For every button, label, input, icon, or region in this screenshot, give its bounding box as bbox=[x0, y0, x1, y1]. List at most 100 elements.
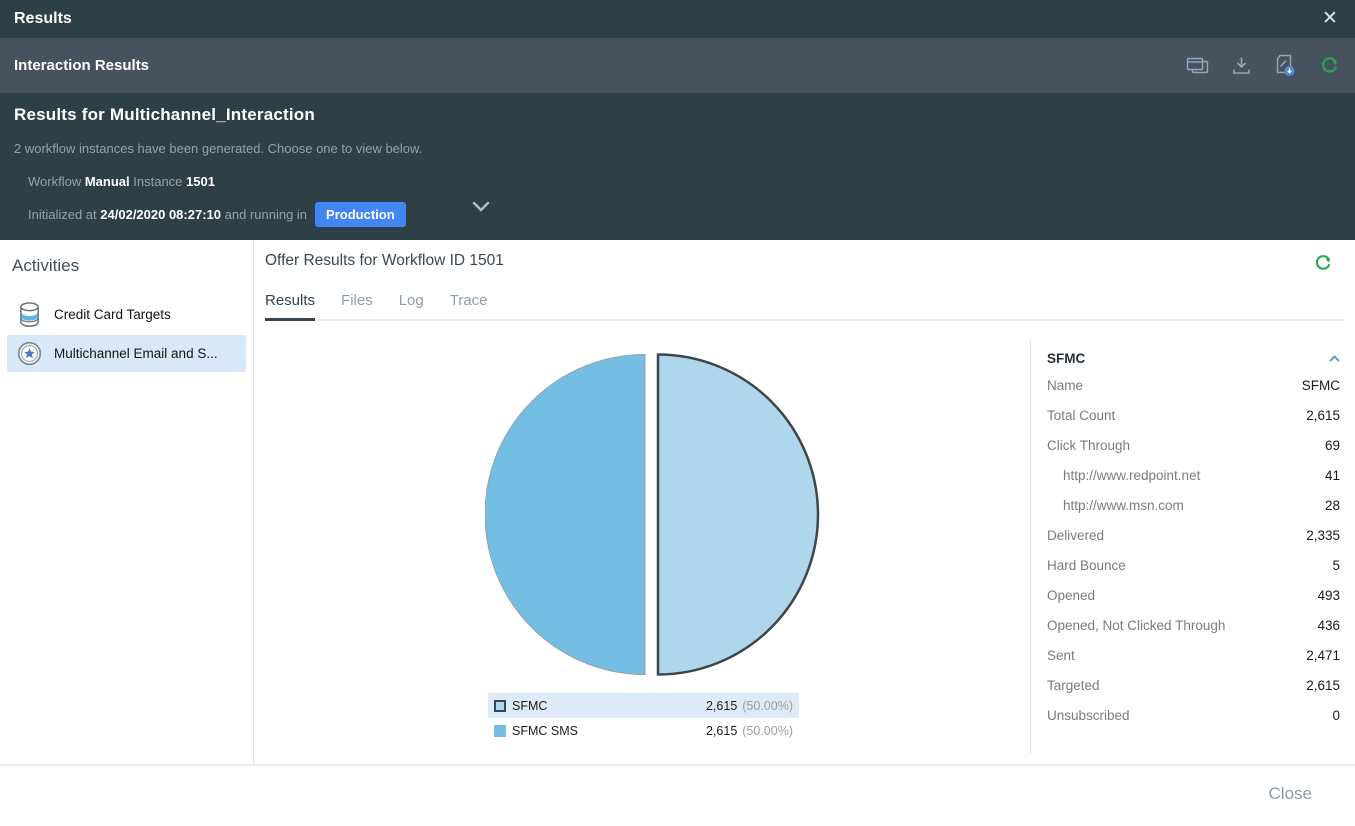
workflow-line: Workflow Manual Instance 1501 bbox=[28, 174, 1341, 189]
detail-row: Targeted 2,615 bbox=[1047, 670, 1340, 700]
export-report-icon[interactable] bbox=[1273, 54, 1297, 78]
close-button[interactable]: Close bbox=[1268, 784, 1312, 803]
detail-value: 2,615 bbox=[1306, 407, 1340, 423]
detail-value: 2,471 bbox=[1306, 647, 1340, 663]
detail-value: 69 bbox=[1324, 437, 1340, 453]
detail-row: Name SFMC bbox=[1047, 370, 1340, 400]
detail-value: 2,615 bbox=[1306, 677, 1340, 693]
detail-row: http://www.msn.com 28 bbox=[1047, 490, 1340, 520]
chevron-down-icon[interactable] bbox=[472, 199, 490, 217]
pie-chart bbox=[484, 351, 822, 678]
download-icon[interactable] bbox=[1229, 54, 1253, 78]
detail-row: Sent 2,471 bbox=[1047, 640, 1340, 670]
legend-percent: (50.00%) bbox=[742, 698, 793, 713]
legend-row-sfmc-sms[interactable]: SFMC SMS 2,615 (50.00%) bbox=[488, 718, 799, 743]
workflow-instance-block: Workflow Manual Instance 1501 Initialize… bbox=[28, 174, 1341, 227]
detail-label: Hard Bounce bbox=[1047, 557, 1126, 573]
sidebar-item-label: Credit Card Targets bbox=[54, 307, 171, 322]
initialized-line: Initialized at 24/02/2020 08:27:10 and r… bbox=[28, 202, 1341, 227]
detail-row: Opened 493 bbox=[1047, 580, 1340, 610]
legend-swatch bbox=[494, 699, 506, 712]
workflow-label: Workflow bbox=[28, 174, 82, 189]
results-tabs: Results Files Log Trace bbox=[265, 292, 1345, 321]
toolbar-icons bbox=[1185, 38, 1341, 93]
chevron-up-icon[interactable] bbox=[1329, 354, 1340, 362]
legend-label: SFMC SMS bbox=[512, 723, 578, 738]
detail-row: http://www.redpoint.net 41 bbox=[1047, 460, 1340, 490]
detail-value: 28 bbox=[1324, 497, 1340, 513]
offer-results-title: Offer Results for Workflow ID 1501 bbox=[265, 252, 504, 269]
running-label: and running in bbox=[224, 207, 308, 222]
close-icon[interactable]: ✕ bbox=[1322, 8, 1338, 29]
detail-label: Total Count bbox=[1047, 407, 1116, 423]
database-icon bbox=[16, 301, 42, 328]
detail-label: Targeted bbox=[1047, 677, 1100, 693]
detail-value: 493 bbox=[1317, 587, 1340, 603]
tab-results[interactable]: Results bbox=[265, 292, 316, 321]
dialog-footer: Close bbox=[0, 764, 1355, 826]
instances-subtitle: 2 workflow instances have been generated… bbox=[14, 141, 423, 156]
sidebar-item-label: Multichannel Email and S... bbox=[54, 346, 218, 361]
legend-row-sfmc[interactable]: SFMC 2,615 (50.00%) bbox=[488, 693, 799, 718]
view-cards-icon[interactable] bbox=[1185, 54, 1209, 78]
detail-label: Unsubscribed bbox=[1047, 707, 1130, 723]
dialog-title: Results bbox=[14, 10, 72, 27]
detail-row: Unsubscribed 0 bbox=[1047, 700, 1340, 730]
activity-list: Credit Card Targets Multichannel Email an… bbox=[0, 296, 253, 372]
tab-log[interactable]: Log bbox=[398, 292, 424, 309]
detail-value: 41 bbox=[1324, 467, 1340, 483]
pie-slice-sfmc[interactable] bbox=[656, 353, 820, 676]
detail-label: Sent bbox=[1047, 647, 1075, 663]
detail-row: Total Count 2,615 bbox=[1047, 400, 1340, 430]
detail-row: Click Through 69 bbox=[1047, 430, 1340, 460]
initialized-value: 24/02/2020 08:27:10 bbox=[100, 207, 221, 222]
detail-label: Opened, Not Clicked Through bbox=[1047, 617, 1226, 633]
instance-label: Instance bbox=[133, 174, 183, 189]
detail-value: 2,335 bbox=[1306, 527, 1340, 543]
tab-trace[interactable]: Trace bbox=[449, 292, 488, 309]
results-heading: Results for Multichannel_Interaction bbox=[14, 105, 315, 124]
refresh-results-icon[interactable] bbox=[1313, 253, 1333, 273]
detail-row: Delivered 2,335 bbox=[1047, 520, 1340, 550]
detail-label: Name bbox=[1047, 377, 1084, 393]
details-title: SFMC bbox=[1047, 350, 1086, 366]
refresh-icon[interactable] bbox=[1317, 54, 1341, 78]
dialog-titlebar: Results ✕ bbox=[0, 0, 1355, 38]
details-header: SFMC bbox=[1047, 346, 1340, 370]
legend-value: 2,615 bbox=[705, 698, 738, 713]
interaction-results-toolbar: Interaction Results bbox=[0, 38, 1355, 93]
production-badge: Production bbox=[315, 202, 406, 227]
sidebar-item-credit-card-targets[interactable]: Credit Card Targets bbox=[7, 296, 246, 333]
results-content: Activities Credit Card Targets Multichann… bbox=[0, 240, 1355, 764]
instance-value: 1501 bbox=[186, 174, 215, 189]
detail-value: 0 bbox=[1332, 707, 1340, 723]
target-star-icon bbox=[16, 341, 42, 366]
legend-percent: (50.00%) bbox=[742, 723, 793, 738]
legend-value: 2,615 bbox=[705, 723, 738, 738]
offer-details-panel: SFMC Name SFMC Total Count 2,615 Click Throu… bbox=[1030, 340, 1355, 755]
tab-files[interactable]: Files bbox=[341, 292, 373, 309]
sidebar-item-multichannel-email-and-s[interactable]: Multichannel Email and S... bbox=[7, 335, 246, 372]
detail-value: 5 bbox=[1332, 557, 1340, 573]
detail-label: http://www.redpoint.net bbox=[1063, 467, 1201, 483]
results-header: Results for Multichannel_Interaction 2 w… bbox=[0, 93, 1355, 240]
workflow-value: Manual bbox=[84, 174, 130, 189]
detail-row: Hard Bounce 5 bbox=[1047, 550, 1340, 580]
initialized-label: Initialized at bbox=[28, 207, 97, 222]
legend-swatch bbox=[494, 724, 506, 737]
chart-legend: SFMC 2,615 (50.00%) SFMC SMS 2,615 (50.00%) bbox=[488, 693, 799, 743]
detail-value: 436 bbox=[1317, 617, 1340, 633]
detail-label: http://www.msn.com bbox=[1063, 497, 1184, 513]
detail-label: Delivered bbox=[1047, 527, 1105, 543]
detail-label: Click Through bbox=[1047, 437, 1131, 453]
sidebar-title: Activities bbox=[12, 256, 80, 275]
toolbar-title: Interaction Results bbox=[14, 57, 150, 74]
detail-row: Opened, Not Clicked Through 436 bbox=[1047, 610, 1340, 640]
details-rows: Name SFMC Total Count 2,615 Click Through 69 h… bbox=[1047, 370, 1340, 730]
legend-label: SFMC bbox=[512, 698, 548, 713]
pie-slice-sfmc-sms[interactable] bbox=[484, 353, 646, 676]
detail-label: Opened bbox=[1047, 587, 1096, 603]
detail-value: SFMC bbox=[1301, 377, 1340, 393]
activities-sidebar: Activities Credit Card Targets Multichann… bbox=[0, 240, 254, 764]
